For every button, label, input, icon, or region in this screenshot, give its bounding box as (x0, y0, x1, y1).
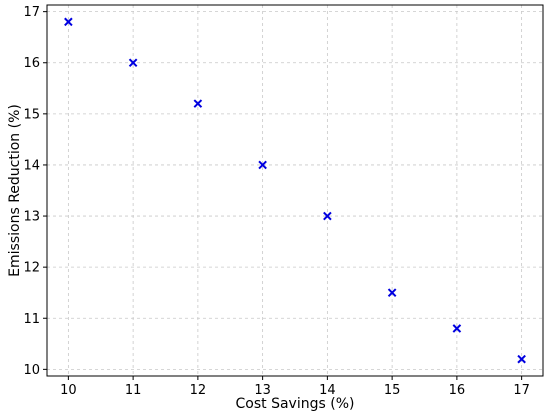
marker-stroke (517, 354, 526, 364)
data-points (64, 17, 526, 364)
y-tick-label: 16 (23, 56, 40, 71)
data-point-marker (517, 354, 526, 364)
x-tick-label: 16 (449, 383, 466, 398)
y-tick-label: 12 (23, 261, 40, 276)
data-point-marker (452, 324, 462, 333)
x-tick-label: 10 (60, 383, 77, 398)
marker-stroke (323, 211, 332, 221)
y-tick-label: 13 (23, 210, 40, 225)
marker-stroke (193, 99, 203, 108)
x-axis-ticks: 10 11 12 13 14 15 16 17 (60, 376, 530, 398)
y-tick-label: 14 (23, 158, 40, 173)
grid-lines (47, 5, 543, 376)
y-tick-label: 11 (23, 312, 40, 327)
x-tick-label: 14 (319, 383, 336, 398)
marker-stroke (128, 58, 138, 68)
y-tick-label: 17 (23, 5, 40, 20)
y-axis-title: Emissions Reduction (%) (7, 104, 23, 277)
y-tick-label: 15 (23, 107, 40, 122)
x-tick-label: 11 (125, 383, 142, 398)
marker-stroke (387, 288, 397, 298)
y-tick-label: 10 (23, 363, 40, 378)
data-point-marker (193, 99, 203, 108)
x-tick-label: 17 (513, 383, 530, 398)
x-tick-label: 13 (254, 383, 271, 398)
x-axis-title: Cost Savings (%) (236, 396, 355, 412)
data-point-marker (323, 211, 332, 221)
plot-area-frame (46, 4, 544, 377)
y-axis-ticks: 10 11 12 13 14 15 16 17 (23, 5, 47, 378)
marker-stroke (64, 17, 73, 27)
data-point-marker (128, 58, 138, 68)
data-point-marker (64, 17, 73, 27)
x-tick-label: 15 (384, 383, 401, 398)
marker-stroke (258, 160, 267, 170)
x-tick-label: 12 (190, 383, 207, 398)
marker-stroke (452, 324, 462, 333)
data-point-marker (258, 160, 267, 170)
data-point-marker (387, 288, 397, 298)
